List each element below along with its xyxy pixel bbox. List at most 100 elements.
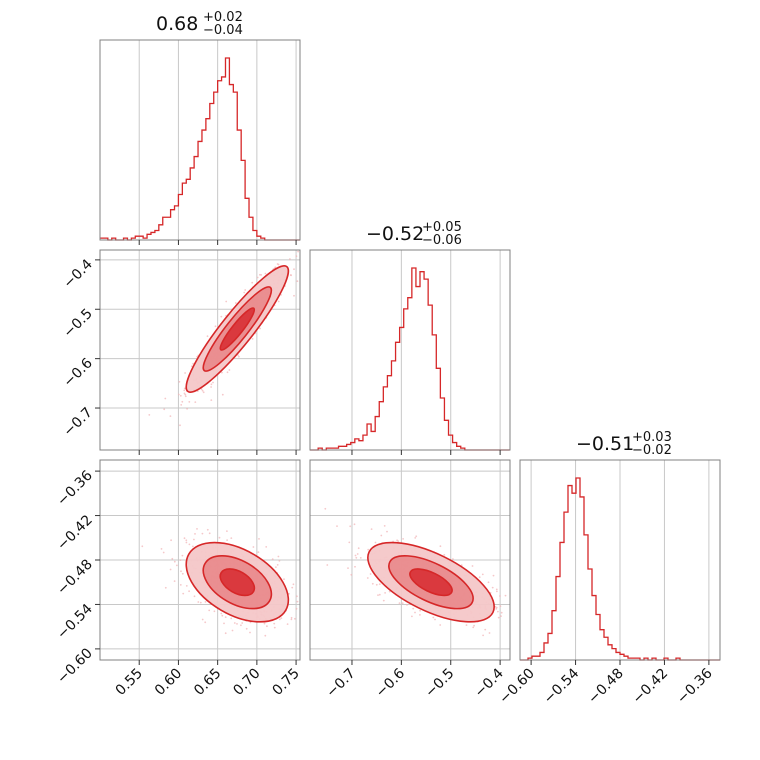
sample-point bbox=[406, 604, 408, 606]
sample-point bbox=[179, 424, 181, 427]
sample-point bbox=[487, 581, 490, 584]
x-tick-label: 0.75 bbox=[270, 666, 303, 699]
histogram-panel: 0.68 +0.02−0.04 bbox=[99, 10, 301, 245]
sample-point bbox=[221, 393, 224, 396]
y-tick-label: −0.7 bbox=[60, 405, 95, 440]
sample-point bbox=[204, 621, 207, 624]
sample-point bbox=[179, 584, 182, 586]
joint-panel: −0.7−0.6−0.5−0.4 bbox=[60, 249, 307, 455]
sample-point bbox=[199, 601, 202, 604]
sample-point bbox=[277, 300, 280, 303]
sample-point bbox=[499, 595, 501, 597]
density-contour bbox=[219, 307, 256, 351]
panel-title-upper-error: +0.02 bbox=[203, 10, 243, 25]
y-tick-label: −0.48 bbox=[54, 557, 96, 599]
panel-title-upper-error: +0.03 bbox=[632, 430, 672, 445]
sample-point bbox=[496, 590, 498, 593]
sample-point bbox=[184, 372, 187, 374]
sample-point bbox=[500, 611, 503, 614]
sample-point bbox=[230, 617, 233, 620]
sample-point bbox=[354, 554, 357, 557]
sample-point bbox=[374, 541, 377, 544]
joint-content bbox=[141, 528, 308, 637]
sample-point bbox=[414, 611, 416, 614]
y-tick-label: −0.54 bbox=[54, 601, 96, 643]
sample-point bbox=[491, 586, 494, 589]
sample-point bbox=[183, 537, 186, 540]
sample-point bbox=[194, 533, 196, 535]
sample-point bbox=[419, 614, 421, 616]
sample-point bbox=[452, 558, 454, 560]
sample-point bbox=[411, 615, 413, 618]
sample-point bbox=[182, 592, 185, 595]
sample-point bbox=[224, 632, 227, 635]
sample-point bbox=[186, 407, 189, 410]
sample-point bbox=[415, 535, 418, 538]
sample-point bbox=[504, 594, 507, 597]
sample-point bbox=[305, 274, 307, 276]
y-tick-label: −0.4 bbox=[60, 256, 95, 291]
joint-panel: −0.7−0.6−0.5−0.4 bbox=[309, 459, 518, 701]
sample-point bbox=[184, 395, 187, 398]
sample-point bbox=[295, 607, 298, 610]
sample-point bbox=[296, 595, 298, 598]
panel-frame bbox=[99, 249, 301, 451]
sample-point bbox=[228, 369, 231, 371]
y-tick-label: −0.5 bbox=[60, 306, 95, 341]
sample-point bbox=[206, 528, 209, 531]
joint-content bbox=[148, 250, 307, 427]
sample-point bbox=[179, 559, 182, 561]
sample-point bbox=[201, 618, 204, 621]
sample-point bbox=[384, 592, 386, 594]
sample-point bbox=[370, 528, 373, 530]
sample-point bbox=[275, 566, 277, 568]
sample-point bbox=[212, 381, 214, 384]
panel-title-lower-error: −0.06 bbox=[422, 233, 462, 248]
x-tick-label: −0.48 bbox=[585, 666, 627, 708]
sample-point bbox=[289, 258, 291, 260]
x-tick-label: −0.5 bbox=[422, 666, 457, 701]
histogram-step bbox=[310, 267, 510, 451]
joint-content bbox=[324, 507, 518, 637]
sample-point bbox=[336, 525, 338, 527]
sample-point bbox=[171, 557, 174, 560]
sample-point bbox=[188, 590, 191, 593]
x-tick-label: −0.54 bbox=[541, 665, 583, 707]
sample-point bbox=[220, 612, 223, 615]
sample-point bbox=[302, 623, 304, 625]
panel-title-value: −0.51 bbox=[576, 433, 634, 455]
x-tick-label: −0.60 bbox=[496, 666, 538, 708]
sample-point bbox=[290, 274, 292, 277]
sample-point bbox=[233, 622, 236, 624]
sample-point bbox=[500, 615, 502, 617]
sample-point bbox=[482, 634, 484, 637]
sample-point bbox=[367, 548, 370, 551]
sample-point bbox=[260, 274, 263, 276]
sample-point bbox=[306, 611, 308, 613]
sample-point bbox=[160, 548, 163, 550]
panel-title-lower-error: −0.02 bbox=[632, 443, 672, 458]
sample-point bbox=[259, 327, 261, 330]
sample-point bbox=[252, 546, 255, 548]
sample-point bbox=[173, 560, 176, 563]
sample-point bbox=[471, 565, 474, 567]
sample-point bbox=[221, 371, 223, 374]
sample-point bbox=[210, 386, 213, 388]
x-tick-label: 0.65 bbox=[191, 666, 224, 699]
sample-point bbox=[164, 586, 167, 589]
sample-point bbox=[183, 387, 186, 390]
sample-point bbox=[249, 631, 251, 634]
sample-point bbox=[141, 545, 144, 548]
sample-point bbox=[353, 523, 356, 526]
sample-point bbox=[208, 609, 211, 612]
density-contour bbox=[409, 568, 453, 597]
sample-point bbox=[163, 408, 166, 411]
sample-point bbox=[208, 532, 211, 535]
sample-point bbox=[516, 627, 518, 629]
sample-point bbox=[297, 250, 299, 253]
sample-point bbox=[221, 614, 224, 617]
sample-point bbox=[481, 573, 484, 576]
sample-point bbox=[204, 601, 207, 603]
sample-point bbox=[256, 276, 259, 279]
sample-point bbox=[185, 585, 188, 587]
